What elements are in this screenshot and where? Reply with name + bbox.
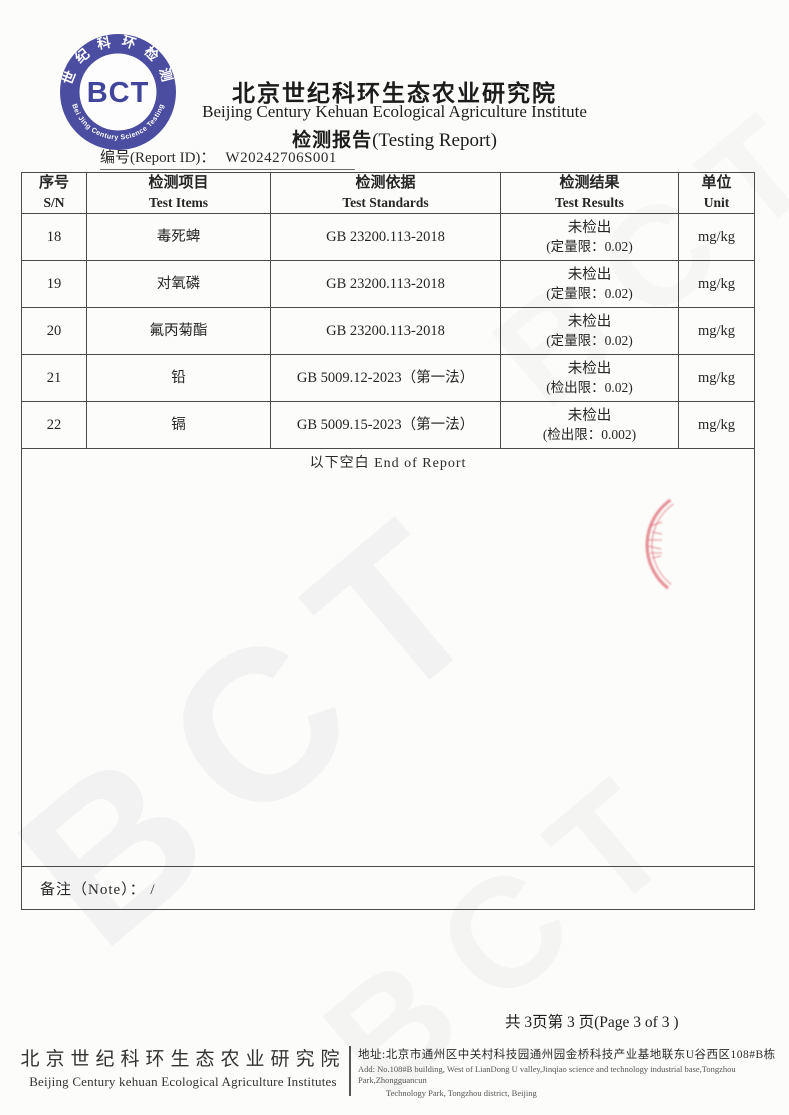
result-limit: (定量限：0.02) <box>546 238 633 254</box>
table-row: 18 毒死蜱 GB 23200.113-2018 未检出 (定量限：0.02) … <box>22 214 754 261</box>
report-title-en: (Testing Report) <box>372 130 497 151</box>
cell-standard: GB 5009.12-2023（第一法） <box>271 355 501 401</box>
cell-result: 未检出 (检出限：0.02) <box>501 355 679 401</box>
bct-logo-icon: 世纪科环检测 Bei Jing Century Science Testing … <box>59 32 176 150</box>
footer-address: 地址:北京市通州区中关村科技园通州园金桥科技产业基地联东U谷西区108#B栋 A… <box>358 1046 782 1099</box>
cell-standard: GB 23200.113-2018 <box>271 261 501 307</box>
institute-title-cn: 北京世纪科环生态农业研究院 <box>232 81 557 106</box>
column-header-sn-en: S/N <box>43 194 65 210</box>
cell-standard: GB 5009.15-2023（第一法） <box>271 402 501 448</box>
footer-address-en-line2: Technology Park, Tongzhou district, Beij… <box>386 1088 537 1098</box>
cell-standard: GB 23200.113-2018 <box>271 308 501 354</box>
cell-item: 镉 <box>87 402 271 448</box>
cell-sn: 21 <box>22 355 87 401</box>
column-header-sn: 序号 S/N <box>22 173 87 213</box>
footer-divider <box>349 1046 351 1096</box>
column-header-standards-cn: 检测依据 <box>355 175 416 192</box>
cell-item: 铅 <box>87 355 271 401</box>
table-row: 21 铅 GB 5009.12-2023（第一法） 未检出 (检出限：0.02)… <box>22 355 754 402</box>
table-row: 22 镉 GB 5009.15-2023（第一法） 未检出 (检出限：0.002… <box>22 402 754 449</box>
report-id-value: W20242706S001 <box>225 150 337 166</box>
column-header-results-cn: 检测结果 <box>559 175 620 192</box>
cell-sn: 20 <box>22 308 87 354</box>
result-value: 未检出 <box>567 219 612 236</box>
column-header-standards-en: Test Standards <box>342 194 429 210</box>
cell-unit: mg/kg <box>697 228 736 245</box>
report-title: 检测报告(Testing Report) <box>0 125 789 152</box>
cell-unit: mg/kg <box>697 322 736 339</box>
cell-result: 未检出 (定量限：0.02) <box>501 261 679 307</box>
footer-address-en-line1: Add: No.108#B building, West of LianDong… <box>358 1064 736 1085</box>
report-id: 编号(Report ID)： W20242706S001 <box>100 146 355 170</box>
column-header-unit-en: Unit <box>703 194 730 210</box>
column-header-standards: 检测依据 Test Standards <box>271 173 501 213</box>
column-header-unit-cn: 单位 <box>701 175 732 192</box>
result-value: 未检出 <box>567 360 612 377</box>
note-row: 备注（Note）： / <box>22 866 754 909</box>
result-value: 未检出 <box>567 407 612 424</box>
cell-result: 未检出 (定量限：0.02) <box>501 308 679 354</box>
footer-address-cn: 地址:北京市通州区中关村科技园通州园金桥科技产业基地联东U谷西区108#B栋 <box>358 1049 776 1061</box>
result-limit: (检出限：0.02) <box>546 379 633 395</box>
cell-standard: GB 23200.113-2018 <box>271 214 501 260</box>
cell-unit: mg/kg <box>697 416 736 433</box>
result-value: 未检出 <box>567 266 612 283</box>
institute-title-en: Beijing Century Kehuan Ecological Agricu… <box>202 102 587 121</box>
column-header-items: 检测项目 Test Items <box>87 173 271 213</box>
cell-item: 毒死蜱 <box>87 214 271 260</box>
cell-unit: mg/kg <box>697 369 736 386</box>
cell-result: 未检出 (定量限：0.02) <box>501 214 679 260</box>
footer-company-cn: 北京世纪科环生态农业研究院 <box>20 1049 346 1070</box>
report-title-cn: 检测报告 <box>292 130 373 151</box>
result-value: 未检出 <box>567 313 612 330</box>
page-number: 共 3页第 3 页(Page 3 of 3 ) <box>505 1014 679 1031</box>
column-header-items-en: Test Items <box>148 194 209 210</box>
logo-bct-text: BCT <box>87 77 150 109</box>
cell-item: 氟丙菊酯 <box>87 308 271 354</box>
cell-sn: 18 <box>22 214 87 260</box>
end-of-report-text: 以下空白 End of Report <box>309 455 467 471</box>
column-header-results-en: Test Results <box>555 194 624 210</box>
cell-sn: 22 <box>22 402 87 448</box>
result-limit: (检出限：0.002) <box>542 426 637 442</box>
column-header-items-cn: 检测项目 <box>148 175 209 192</box>
table-blank-area <box>22 474 754 866</box>
footer-company-en: Beijing Century kehuan Ecological Agricu… <box>29 1074 337 1089</box>
footer-company: 北京世纪科环生态农业研究院 Beijing Century kehuan Eco… <box>18 1044 348 1090</box>
report-id-label: 编号(Report ID)： <box>100 150 216 166</box>
column-header-results: 检测结果 Test Results <box>501 173 679 213</box>
cell-sn: 19 <box>22 261 87 307</box>
cell-item: 对氧磷 <box>87 261 271 307</box>
table-row: 20 氟丙菊酯 GB 23200.113-2018 未检出 (定量限：0.02)… <box>22 308 754 355</box>
table-row: 19 对氧磷 GB 23200.113-2018 未检出 (定量限：0.02) … <box>22 261 754 308</box>
cell-unit: mg/kg <box>697 275 736 292</box>
cell-result: 未检出 (检出限：0.002) <box>501 402 679 448</box>
result-limit: (定量限：0.02) <box>546 285 633 301</box>
table-header-row: 序号 S/N 检测项目 Test Items 检测依据 Test Standar… <box>22 173 754 214</box>
results-table: 序号 S/N 检测项目 Test Items 检测依据 Test Standar… <box>21 172 755 910</box>
column-header-sn-cn: 序号 <box>38 175 69 192</box>
column-header-unit: 单位 Unit <box>679 173 754 213</box>
result-limit: (定量限：0.02) <box>546 332 633 348</box>
